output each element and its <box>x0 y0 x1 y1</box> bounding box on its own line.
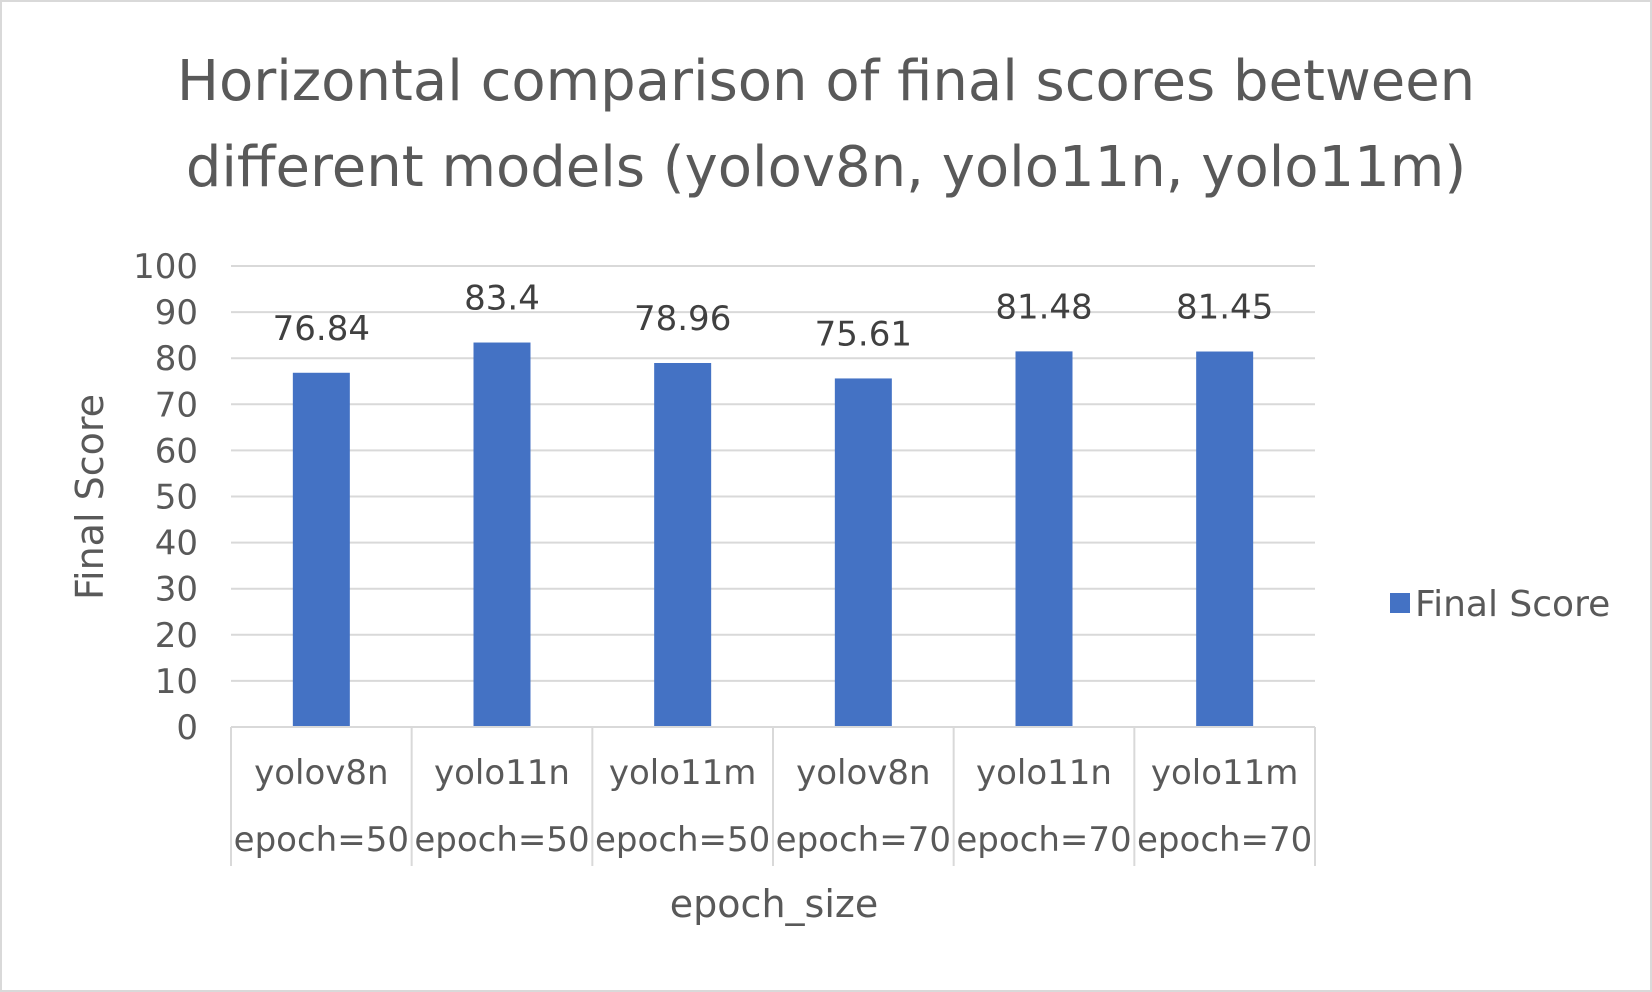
data-label: 81.45 <box>1176 288 1273 328</box>
x-axis-title: epoch_size <box>670 882 878 926</box>
y-tick-label: 80 <box>155 339 198 379</box>
x-tick-label: yolo11m <box>609 753 757 793</box>
x-tick-label: yolo11n <box>976 753 1112 793</box>
data-label: 83.4 <box>464 279 540 319</box>
legend: Final Score <box>1390 584 1610 625</box>
y-tick-label: 70 <box>155 385 198 425</box>
legend-swatch <box>1390 593 1410 613</box>
bar <box>1015 351 1073 727</box>
bar <box>1196 351 1254 727</box>
x-tick-label: yolov8n <box>796 753 930 793</box>
y-tick-label: 90 <box>155 293 198 333</box>
data-label: 78.96 <box>634 299 731 339</box>
y-tick-label: 10 <box>155 662 198 702</box>
x-tick-label: epoch=50 <box>414 820 589 860</box>
x-axis: yolov8n epoch=50 yolo11n epoch=50 yolo11m epo… <box>230 726 1316 866</box>
y-tick-label: 50 <box>155 478 198 518</box>
x-tick-label: epoch=70 <box>776 820 951 860</box>
y-tick-label: 60 <box>155 431 198 471</box>
y-tick-label: 30 <box>155 570 198 610</box>
bars <box>292 342 1254 727</box>
x-tick-label: yolov8n <box>254 753 388 793</box>
bar <box>654 362 712 727</box>
y-tick-label: 40 <box>155 524 198 564</box>
chart-title-line-2: different models (yolov8n, yolo11n, yolo… <box>186 135 1466 200</box>
data-labels: 76.84 83.4 78.96 75.61 81.48 81.45 <box>273 279 1274 355</box>
y-tick-label: 20 <box>155 616 198 656</box>
x-tick-label: epoch=50 <box>595 820 770 860</box>
x-tick-label: yolo11m <box>1151 753 1299 793</box>
data-label: 75.61 <box>815 314 912 354</box>
data-label: 76.84 <box>273 309 370 349</box>
gridlines <box>231 265 1315 682</box>
y-axis-title: Final Score <box>68 394 112 600</box>
data-label: 81.48 <box>995 287 1092 327</box>
x-tick-label: epoch=70 <box>1137 820 1312 860</box>
bar <box>473 342 531 727</box>
y-tick-label: 100 <box>133 247 198 287</box>
bar <box>292 372 350 727</box>
x-tick-label: yolo11n <box>434 753 570 793</box>
y-tick-label: 0 <box>176 708 198 748</box>
chart-title-line-1: Horizontal comparison of final scores be… <box>177 49 1475 114</box>
x-tick-label: epoch=70 <box>956 820 1131 860</box>
bar <box>834 378 892 727</box>
x-tick-label: epoch=50 <box>234 820 409 860</box>
chart-title: Horizontal comparison of final scores be… <box>177 49 1475 200</box>
y-axis-ticks: 0 10 20 30 40 50 60 70 80 90 100 <box>133 247 198 748</box>
legend-entry-label: Final Score <box>1415 584 1610 625</box>
